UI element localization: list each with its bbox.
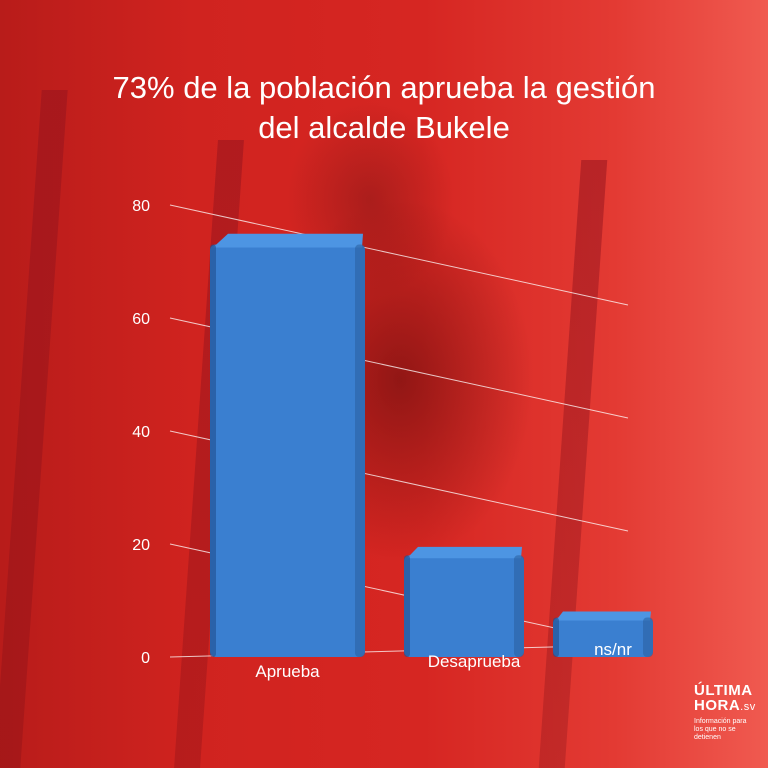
title-line-2: del alcalde Bukele xyxy=(258,110,510,145)
bar-face xyxy=(553,617,653,657)
logo-line-2: HORA.sv xyxy=(694,698,766,715)
bar-side xyxy=(514,555,524,657)
bar xyxy=(553,611,653,657)
bar-top xyxy=(556,611,651,621)
chart-title: 73% de la población aprueba la gestión d… xyxy=(40,68,728,148)
logo-line-1: ÚLTIMA xyxy=(694,682,753,699)
y-axis-ticks: 0 20 40 60 80 xyxy=(132,198,150,667)
bar-top xyxy=(407,546,522,559)
brand-logo: ÚLTIMA HORA.sv Información para los que … xyxy=(694,683,766,742)
logo-suffix: .sv xyxy=(740,701,756,713)
y-tick-label: 0 xyxy=(141,650,150,667)
x-tick-label: Aprueba xyxy=(255,662,320,681)
title-line-1: 73% de la población aprueba la gestión xyxy=(112,70,656,105)
bar-side xyxy=(643,617,653,657)
bar xyxy=(210,233,365,658)
x-axis-labels: Aprueba Desaprueba ns/nr xyxy=(255,640,632,681)
x-tick-label: ns/nr xyxy=(594,640,632,659)
bar-edge xyxy=(210,244,216,658)
bar-edge xyxy=(404,555,410,657)
y-tick-label: 60 xyxy=(132,311,150,328)
bar xyxy=(404,546,524,657)
bars xyxy=(210,233,653,658)
logo-word: HORA xyxy=(694,697,741,714)
y-tick-label: 80 xyxy=(132,198,150,215)
bar-edge xyxy=(553,617,559,657)
bar-face xyxy=(210,244,365,658)
bar-side xyxy=(355,244,365,658)
bar-face xyxy=(404,555,524,657)
logo-tagline: Información para los que no se detienen xyxy=(694,718,747,741)
bar-top xyxy=(213,233,363,248)
y-tick-label: 40 xyxy=(132,424,150,441)
gridline xyxy=(169,204,629,306)
y-tick-label: 20 xyxy=(132,537,150,554)
x-tick-label: Desaprueba xyxy=(428,652,521,671)
